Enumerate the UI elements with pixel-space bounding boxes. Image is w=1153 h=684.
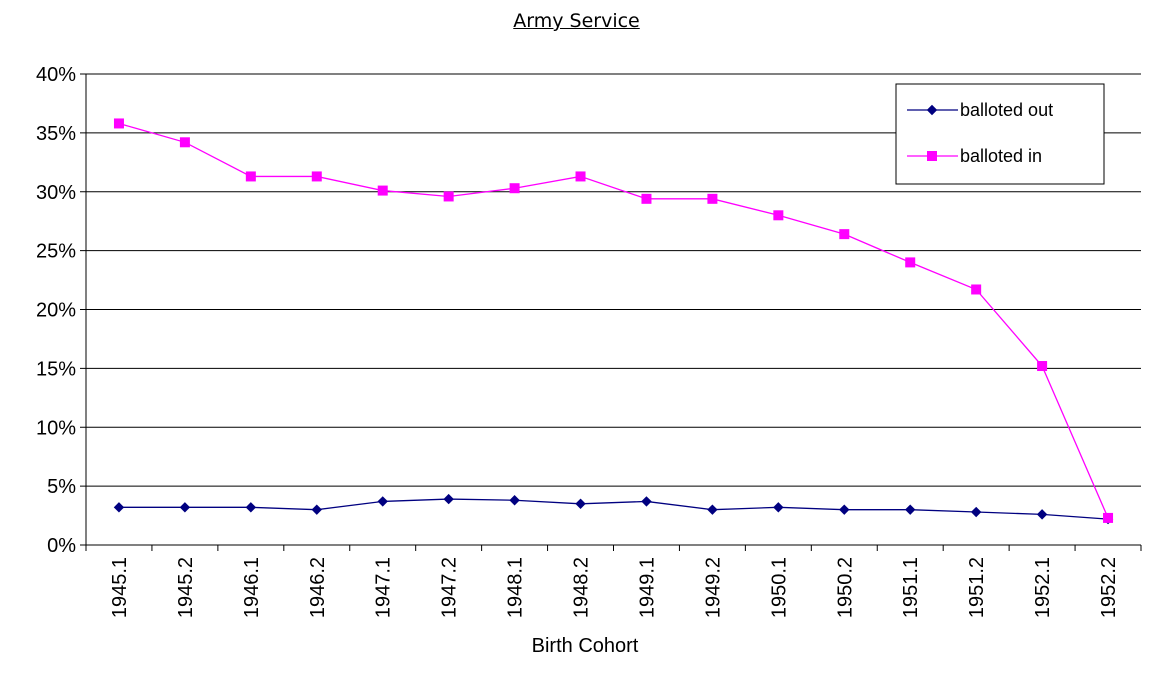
data-point-balloted-out <box>377 496 388 507</box>
data-point-balloted-in <box>377 185 388 196</box>
data-point-balloted-in <box>971 284 982 295</box>
data-point-balloted-out <box>1036 509 1048 520</box>
legend-box <box>895 83 1105 185</box>
data-point-balloted-out <box>245 502 257 513</box>
axes <box>80 73 1142 551</box>
x-tick-label: 1951.1 <box>900 557 922 618</box>
data-point-balloted-in <box>509 183 520 194</box>
series-balloted-in <box>113 118 1114 523</box>
x-tick-label: 1947.1 <box>373 557 395 618</box>
data-point-balloted-in <box>1037 361 1048 372</box>
y-tick-label: 40% <box>36 64 76 86</box>
legend-marker-balloted-out <box>926 104 938 116</box>
series-balloted-out <box>113 493 1114 525</box>
chart-title: Army Service <box>513 10 640 32</box>
legend-label-balloted-in: balloted in <box>960 146 1042 166</box>
x-tick-label: 1946.2 <box>307 557 329 618</box>
data-point-balloted-out <box>707 504 718 515</box>
x-tick-labels: 1945.1 1945.2 1946.1 1946.2 1947.1 1947.2 1948… <box>109 557 1120 618</box>
x-tick-label: 1950.1 <box>768 557 790 618</box>
x-tick-label: 1945.2 <box>175 557 197 618</box>
data-point-balloted-out <box>641 496 652 507</box>
data-point-balloted-in <box>179 137 190 148</box>
y-tick-label: 20% <box>36 300 76 322</box>
data-point-balloted-out <box>575 498 586 509</box>
data-point-balloted-in <box>839 229 850 240</box>
y-tick-label: 10% <box>36 417 76 439</box>
x-axis-title: Birth Cohort <box>532 635 639 657</box>
data-point-balloted-in <box>113 118 124 129</box>
legend-marker-balloted-in <box>927 151 937 161</box>
data-point-balloted-in <box>641 193 652 204</box>
legend: balloted out balloted in <box>895 83 1105 185</box>
x-tick-label: 1950.2 <box>834 557 856 618</box>
data-point-balloted-out <box>443 493 454 505</box>
data-point-balloted-out <box>509 495 520 506</box>
y-tick-label: 25% <box>36 241 76 263</box>
data-point-balloted-out <box>179 502 191 513</box>
data-point-balloted-out <box>905 504 916 515</box>
series-line-balloted-in <box>118 122 1109 519</box>
data-point-balloted-out <box>970 506 982 518</box>
data-point-balloted-in <box>311 171 322 182</box>
data-point-balloted-in <box>1103 512 1114 523</box>
data-point-balloted-in <box>707 193 718 204</box>
series-lines <box>113 118 1114 525</box>
y-tick-label: 30% <box>36 182 76 204</box>
x-tick-label: 1949.1 <box>636 557 658 618</box>
x-tick-label: 1952.2 <box>1098 557 1120 618</box>
x-tick-label: 1947.2 <box>439 557 461 618</box>
y-tick-label: 0% <box>47 535 76 557</box>
x-tick-label: 1951.2 <box>966 557 988 618</box>
x-tick-label: 1946.1 <box>241 557 263 618</box>
series-line-balloted-out <box>118 498 1109 520</box>
y-tick-labels: 0% 5% 10% 15% 20% 25% 30% 35% 40% <box>36 64 76 557</box>
data-point-balloted-in <box>575 171 586 182</box>
data-point-balloted-out <box>113 502 125 513</box>
data-point-balloted-out <box>311 504 322 515</box>
data-point-balloted-in <box>443 191 454 202</box>
x-tick-label: 1952.1 <box>1032 557 1054 618</box>
x-tick-label: 1948.2 <box>571 557 593 618</box>
y-tick-label: 15% <box>36 358 76 380</box>
y-tick-label: 35% <box>36 123 76 145</box>
data-point-balloted-out <box>839 504 850 515</box>
data-point-balloted-in <box>905 257 916 268</box>
x-tick-label: 1949.2 <box>702 557 724 618</box>
x-tick-label: 1948.1 <box>505 557 527 618</box>
y-tick-label: 5% <box>47 476 76 498</box>
legend-label-balloted-out: balloted out <box>960 100 1053 120</box>
data-point-balloted-in <box>245 171 256 182</box>
x-tick-label: 1945.1 <box>109 557 131 618</box>
data-point-balloted-out <box>773 502 784 513</box>
data-point-balloted-in <box>773 210 784 221</box>
